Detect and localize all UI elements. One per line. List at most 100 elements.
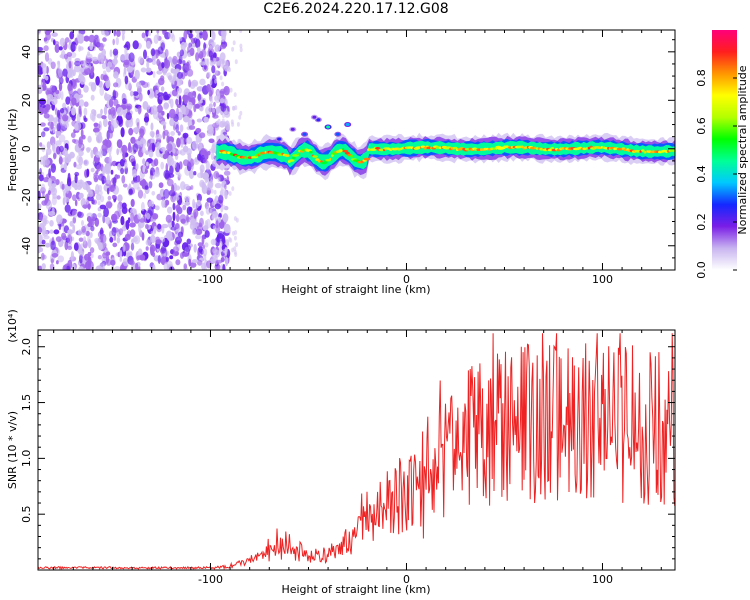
noise-blob [55,179,60,186]
noise-blob [116,174,120,179]
noise-blob [148,181,153,189]
noise-blob [88,34,96,43]
noise-blob [197,172,204,179]
noise-blob [169,118,175,127]
colorbar-tick-label: 0.2 [695,213,708,231]
noise-blob [131,169,138,178]
noise-blob [43,113,50,119]
noise-blob [90,149,94,159]
noise-blob [170,249,174,255]
noise-blob [70,251,74,261]
noise-blob [123,61,130,68]
noise-blob [67,234,73,245]
noise-blob [179,54,183,65]
noise-blob [102,214,106,224]
noise-blob [60,90,64,101]
top-x-axis: -100 0 100 [53,30,662,286]
noise-blob [54,44,60,53]
noise-blob [130,198,135,208]
noise-blob [67,245,73,250]
noise-blob [51,32,58,37]
noise-blob [189,262,197,268]
noise-blob [82,63,89,70]
noise-blob [132,127,140,134]
noise-blob [168,75,174,83]
y-tick-label: 1.0 [20,450,33,468]
noise-blob [50,183,57,188]
noise-blob [214,96,217,101]
noise-blob [170,131,176,136]
noise-blob [74,122,79,131]
noise-blob [141,32,146,39]
noise-blob [40,131,46,138]
noise-blob [212,248,218,254]
snr-panel: -100 0 100 0.5 1.0 1.5 2.0 Height of straight… [6,309,676,596]
noise-blob [179,124,184,133]
noise-blob [197,54,204,59]
noise-blob [200,181,207,188]
signal-core [643,150,647,154]
noise-blob [78,138,82,149]
noise-blob [166,143,173,152]
noise-blob [61,114,69,122]
noise-blob [90,225,95,232]
noise-blob [208,50,213,58]
noise-blob [52,142,55,152]
noise-blob [50,240,56,251]
noise-blob [204,230,210,238]
noise-blob [191,229,197,236]
noise-blob [113,30,117,37]
noise-blob [203,42,207,51]
noise-blob [43,37,48,42]
noise-blob [69,31,75,40]
noise-blob [178,36,183,42]
noise-blob [211,33,215,39]
noise-blob [167,206,173,214]
noise-blob [206,83,211,92]
noise-blob [79,179,83,189]
snr-frame [37,329,676,571]
noise-blob [121,206,128,214]
noise-blob [120,54,127,61]
noise-blob [214,203,221,210]
noise-blob [143,49,147,60]
noise-blob [127,217,131,224]
noise-blob [138,223,142,234]
noise-blob [111,226,117,237]
noise-blob [46,104,51,111]
noise-blob [129,229,136,238]
noise-blob [145,223,149,230]
noise-blob [211,65,216,74]
noise-blob [56,123,61,132]
y-tick-label: 0 [20,145,33,152]
y-tick-label: 1.5 [20,394,33,412]
noise-blob [157,46,164,55]
noise-blob [116,30,121,37]
noise-blob [184,201,191,206]
noise-blob [78,229,82,236]
noise-blob [185,136,193,145]
noise-blob [175,204,181,212]
noise-blob [145,67,152,73]
noise-blob [172,195,180,201]
noise-blob [215,220,219,229]
noise-blob [168,30,174,39]
x-tick-label: 0 [403,573,410,586]
colorbar: 0.0 0.2 0.4 0.6 0.8 Normalized spectral ampl… [695,30,749,279]
noise-blob [213,256,216,262]
noise-blob [145,150,149,156]
noise-blob [56,195,61,200]
x-tick-label: 100 [592,273,613,286]
noise-blob [140,67,147,73]
noise-blob [56,260,59,265]
noise-blob [58,145,64,152]
noise-blob [146,61,150,69]
noise-blob [123,183,128,188]
noise-blob [194,82,198,87]
noise-blob [180,181,186,191]
noise-blob [156,141,161,151]
signal-fragment [312,115,317,119]
noise-blob [43,45,49,52]
noise-blob [239,47,243,53]
noise-blob [110,169,114,175]
